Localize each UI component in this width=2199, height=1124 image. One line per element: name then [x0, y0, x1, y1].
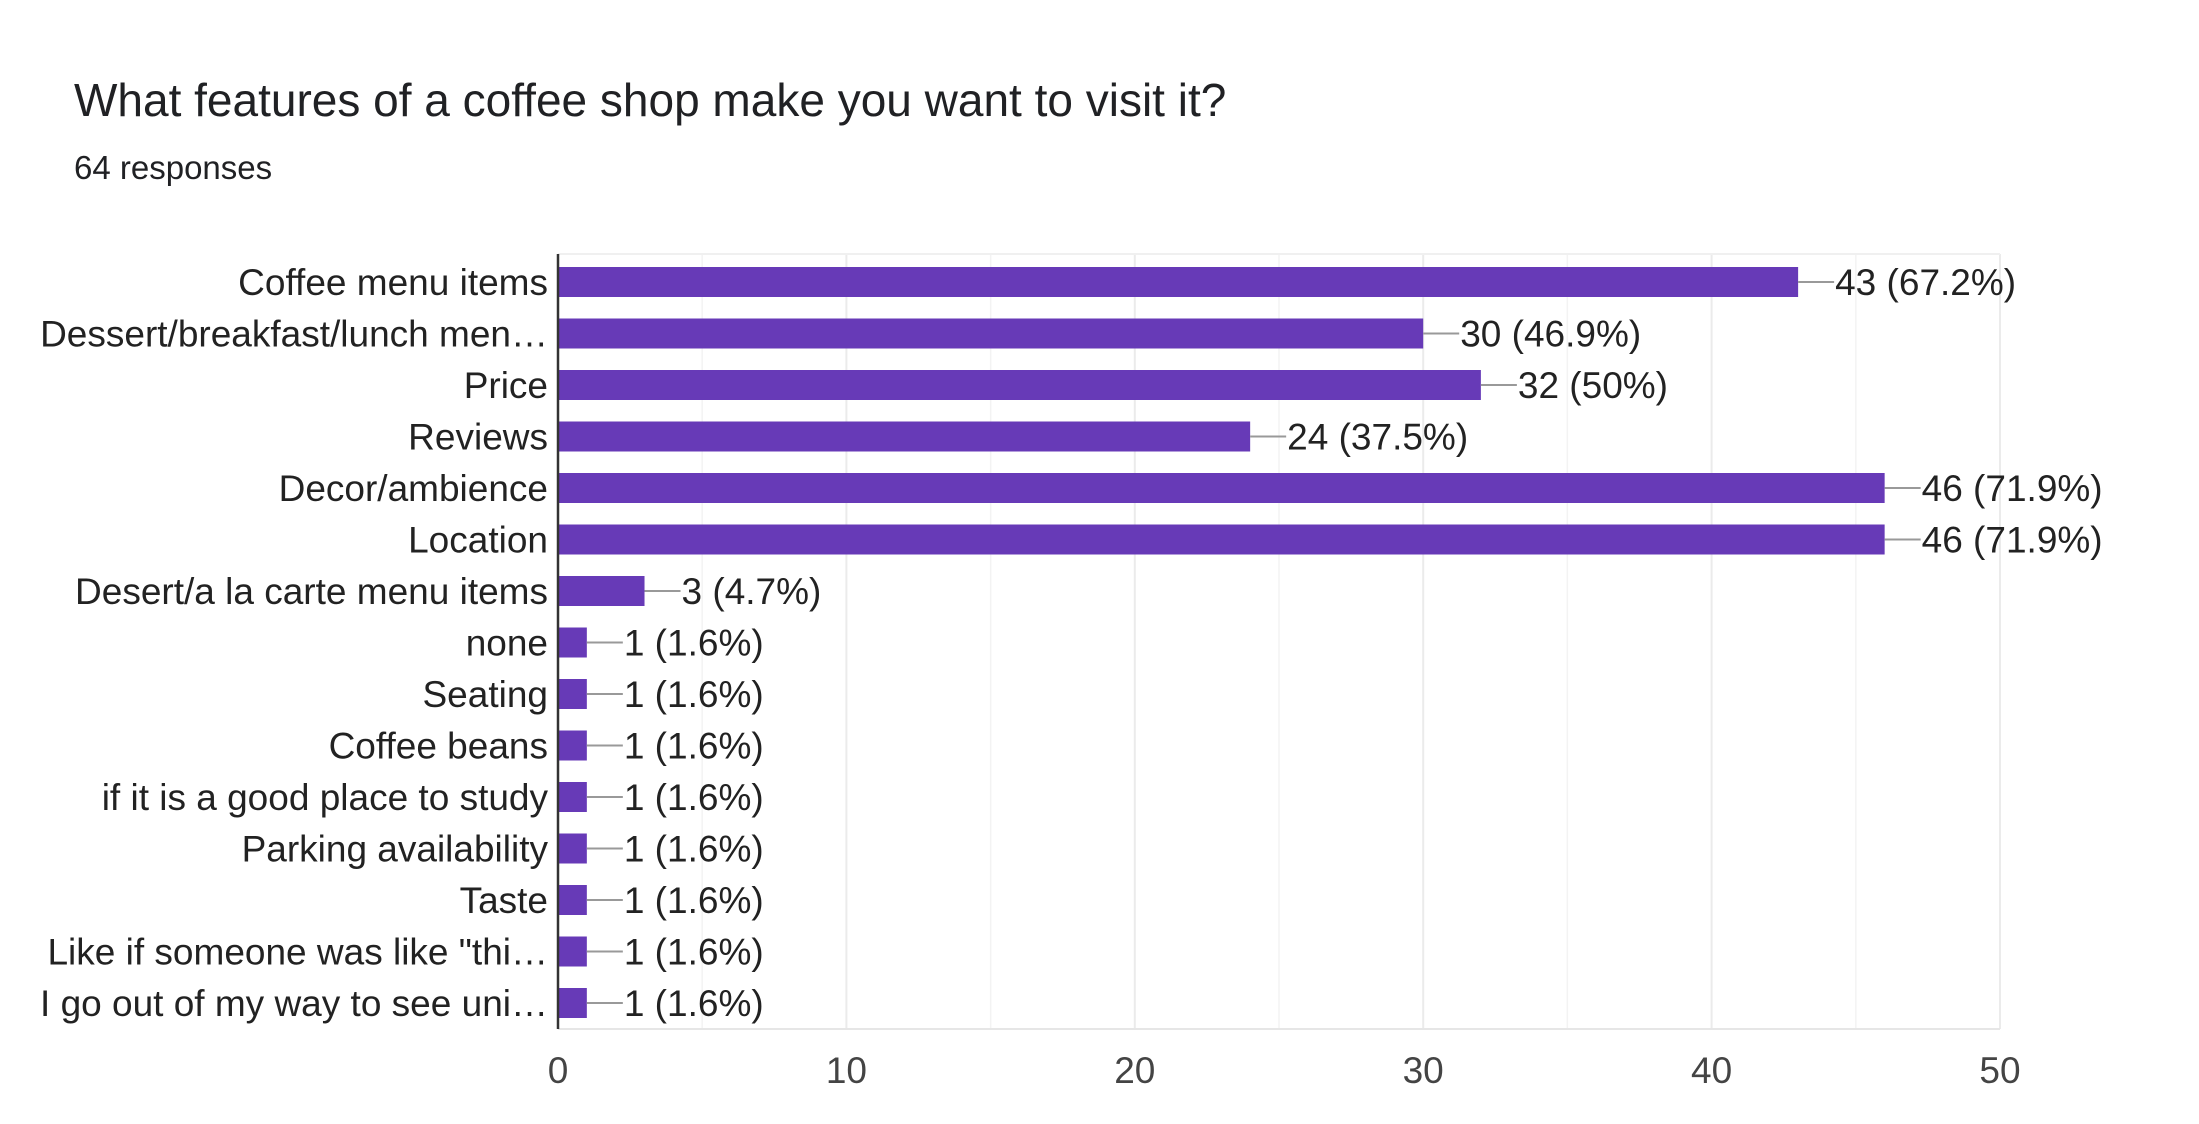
data-label: 1 (1.6%)	[624, 829, 764, 870]
category-label: Like if someone was like "thi…	[47, 932, 548, 973]
data-label: 1 (1.6%)	[624, 880, 764, 921]
data-label: 1 (1.6%)	[624, 983, 764, 1024]
data-label: 30 (46.9%)	[1460, 314, 1641, 355]
bar	[558, 730, 587, 761]
bar	[558, 318, 1424, 349]
data-label: 3 (4.7%)	[682, 571, 822, 612]
data-label: 43 (67.2%)	[1835, 262, 2016, 303]
bar	[558, 936, 587, 967]
data-label: 32 (50%)	[1518, 365, 1668, 406]
category-label: Taste	[460, 880, 548, 921]
x-tick-label: 10	[826, 1050, 867, 1091]
data-label: 1 (1.6%)	[624, 674, 764, 715]
category-label: Coffee menu items	[238, 262, 548, 303]
data-label: 1 (1.6%)	[624, 932, 764, 973]
data-label: 46 (71.9%)	[1922, 520, 2103, 561]
bar	[558, 885, 587, 915]
bar	[558, 421, 1251, 452]
category-label: Price	[464, 365, 548, 406]
x-tick-label: 50	[1979, 1050, 2020, 1091]
response-count: 64 responses	[74, 149, 273, 186]
bar	[558, 988, 587, 1018]
bar	[558, 473, 1885, 503]
category-label: Reviews	[408, 417, 548, 458]
bar	[558, 627, 587, 658]
bar	[558, 679, 587, 709]
bar	[558, 833, 587, 864]
x-tick-label: 40	[1691, 1050, 1732, 1091]
data-label: 1 (1.6%)	[624, 777, 764, 818]
data-label: 1 (1.6%)	[624, 623, 764, 664]
category-label: none	[466, 623, 548, 664]
bar	[558, 576, 645, 606]
x-tick-label: 0	[548, 1050, 569, 1091]
data-label: 46 (71.9%)	[1922, 468, 2103, 509]
bar	[558, 782, 587, 812]
category-label: Decor/ambience	[279, 468, 548, 509]
category-label: Location	[408, 520, 548, 561]
category-label: I go out of my way to see uni…	[40, 983, 548, 1024]
data-label: 24 (37.5%)	[1287, 417, 1468, 458]
category-label: Dessert/breakfast/lunch men…	[40, 314, 548, 355]
bar	[558, 370, 1481, 400]
category-label: Seating	[423, 674, 549, 715]
data-label: 1 (1.6%)	[624, 726, 764, 767]
category-label: Coffee beans	[329, 726, 548, 767]
chart-title: What features of a coffee shop make you …	[74, 74, 1227, 126]
category-label: Parking availability	[242, 829, 549, 870]
category-label: Desert/a la carte menu items	[75, 571, 548, 612]
bar	[558, 524, 1885, 555]
category-label: if it is a good place to study	[102, 777, 549, 818]
x-tick-label: 20	[1114, 1050, 1155, 1091]
x-tick-label: 30	[1403, 1050, 1444, 1091]
bar	[558, 267, 1799, 297]
